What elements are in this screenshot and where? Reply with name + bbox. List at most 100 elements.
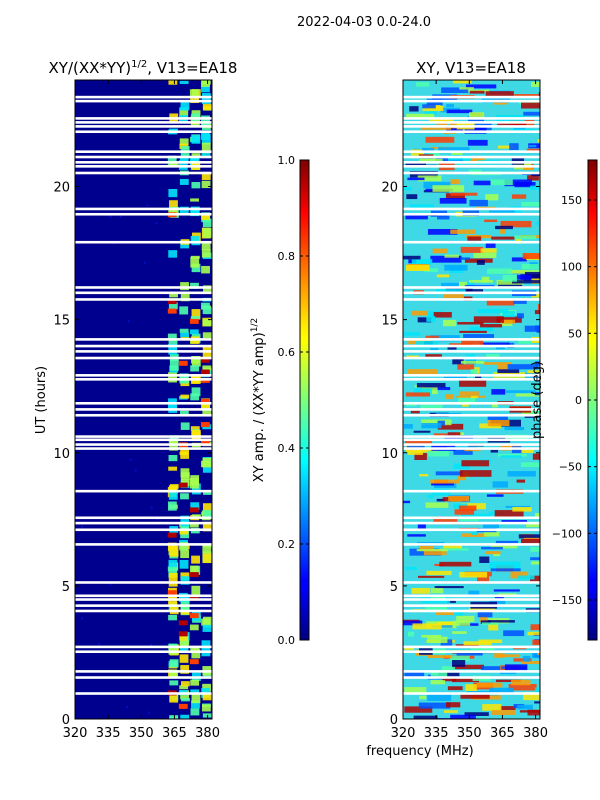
y-tick-label: 15: [381, 314, 398, 329]
flagged-row: [403, 374, 540, 377]
phase-cell: [489, 599, 506, 604]
amplitude-cell: [190, 645, 200, 653]
x-tick-label: 365: [162, 726, 187, 741]
phase-cell: [483, 620, 515, 623]
amplitude-cell: [180, 478, 190, 487]
flagged-row: [75, 207, 212, 211]
phase-cell: [417, 317, 432, 323]
amplitude-cell: [179, 306, 189, 315]
phase-cell: [477, 611, 493, 618]
flagged-row: [75, 344, 212, 348]
phase-cell: [537, 709, 540, 713]
flagged-row: [403, 338, 540, 341]
flagged-row: [75, 609, 212, 613]
flagged-row: [403, 692, 540, 695]
amplitude-colorbar: [299, 159, 310, 641]
y-tick-label: 10: [53, 447, 70, 462]
flagged-row: [403, 344, 540, 348]
flagged-row: [75, 240, 212, 244]
phase-cell: [534, 310, 540, 315]
flagged-row: [403, 350, 540, 353]
amplitude-noise: [147, 711, 150, 714]
amplitude-noise: [156, 518, 159, 521]
amplitude-cell: [180, 293, 190, 302]
amplitude-cell: [168, 596, 177, 607]
flagged-row: [403, 240, 540, 244]
phase-cell: [505, 390, 536, 393]
phase-cell: [452, 80, 472, 84]
phase-cell: [534, 701, 540, 704]
phase-cell: [406, 264, 430, 271]
phase-cell: [530, 557, 540, 561]
flagged-row: [75, 489, 212, 493]
flagged-row: [75, 286, 212, 289]
amplitude-cell: [203, 285, 212, 295]
phase-panel: XY, V13=EA18 320 335 350 365 380 0 5 10 15 20 fr…: [366, 59, 598, 759]
flagged-row: [403, 594, 540, 598]
phase-cell: [443, 376, 467, 380]
phase-cell: [534, 513, 540, 517]
phase-cell: [489, 687, 514, 694]
amplitude-cell: [202, 103, 212, 111]
amplitude-cell: [180, 282, 189, 291]
phase-cell: [406, 194, 418, 200]
flagged-row: [403, 521, 540, 525]
amplitude-cell: [190, 365, 200, 372]
phase-cell: [433, 516, 458, 523]
phase-cell: [482, 704, 502, 711]
phase-cell: [508, 269, 540, 274]
phase-cell: [439, 197, 467, 204]
amplitude-cell-high: [200, 357, 210, 363]
phase-cell: [418, 702, 451, 709]
amplitude-cell: [179, 157, 189, 163]
phase-cell: [538, 91, 540, 97]
phase-cell: [531, 651, 540, 659]
phase-cell: [496, 279, 524, 285]
flagged-row: [403, 117, 540, 120]
phase-cell: [535, 687, 540, 693]
phase-cell: [454, 609, 464, 616]
amplitude-cell: [190, 122, 200, 127]
amplitude-cell: [179, 138, 189, 146]
amplitude-cell-high: [167, 308, 177, 314]
amplitude-cell-high: [167, 590, 177, 596]
amplitude-cell: [189, 478, 199, 489]
colorbar-tick-label: −100: [552, 527, 582, 540]
amplitude-cell-high: [178, 703, 188, 709]
phase-cell: [407, 631, 415, 637]
phase-cell: [452, 620, 471, 626]
phase-cell: [441, 666, 456, 671]
phase-cell: [427, 636, 448, 644]
amplitude-cell: [169, 695, 179, 703]
flagged-row: [403, 581, 540, 584]
phase-cell: [452, 358, 464, 365]
amplitude-cell-high: [200, 398, 210, 404]
amplitude-cell: [169, 680, 179, 686]
flagged-row: [75, 438, 212, 442]
amplitude-cell: [191, 430, 201, 441]
phase-cell: [511, 257, 527, 262]
amplitude-noise: [146, 204, 149, 207]
amplitude-cell: [169, 484, 179, 489]
phase-cell: [417, 449, 438, 453]
amplitude-cell: [179, 635, 189, 646]
flagged-row: [403, 447, 540, 450]
phase-cell: [424, 97, 438, 101]
phase-cell: [484, 551, 501, 555]
phase-cell: [498, 654, 520, 658]
phase-cell: [419, 158, 443, 161]
phase-cell: [405, 566, 418, 570]
phase-cell: [523, 167, 535, 171]
flagged-row: [403, 435, 540, 438]
phase-cell: [442, 678, 456, 682]
amplitude-cell-high: [178, 631, 188, 637]
colorbar-tick-label: 0.4: [278, 442, 296, 455]
phase-cell: [446, 127, 463, 133]
amplitude-cell: [168, 455, 178, 462]
phase-cell: [507, 471, 536, 477]
amplitude-cell: [191, 648, 201, 659]
amplitude-noise: [126, 705, 129, 708]
flagged-row: [403, 95, 540, 99]
phase-cell: [483, 531, 500, 537]
phase-cell: [413, 388, 432, 395]
